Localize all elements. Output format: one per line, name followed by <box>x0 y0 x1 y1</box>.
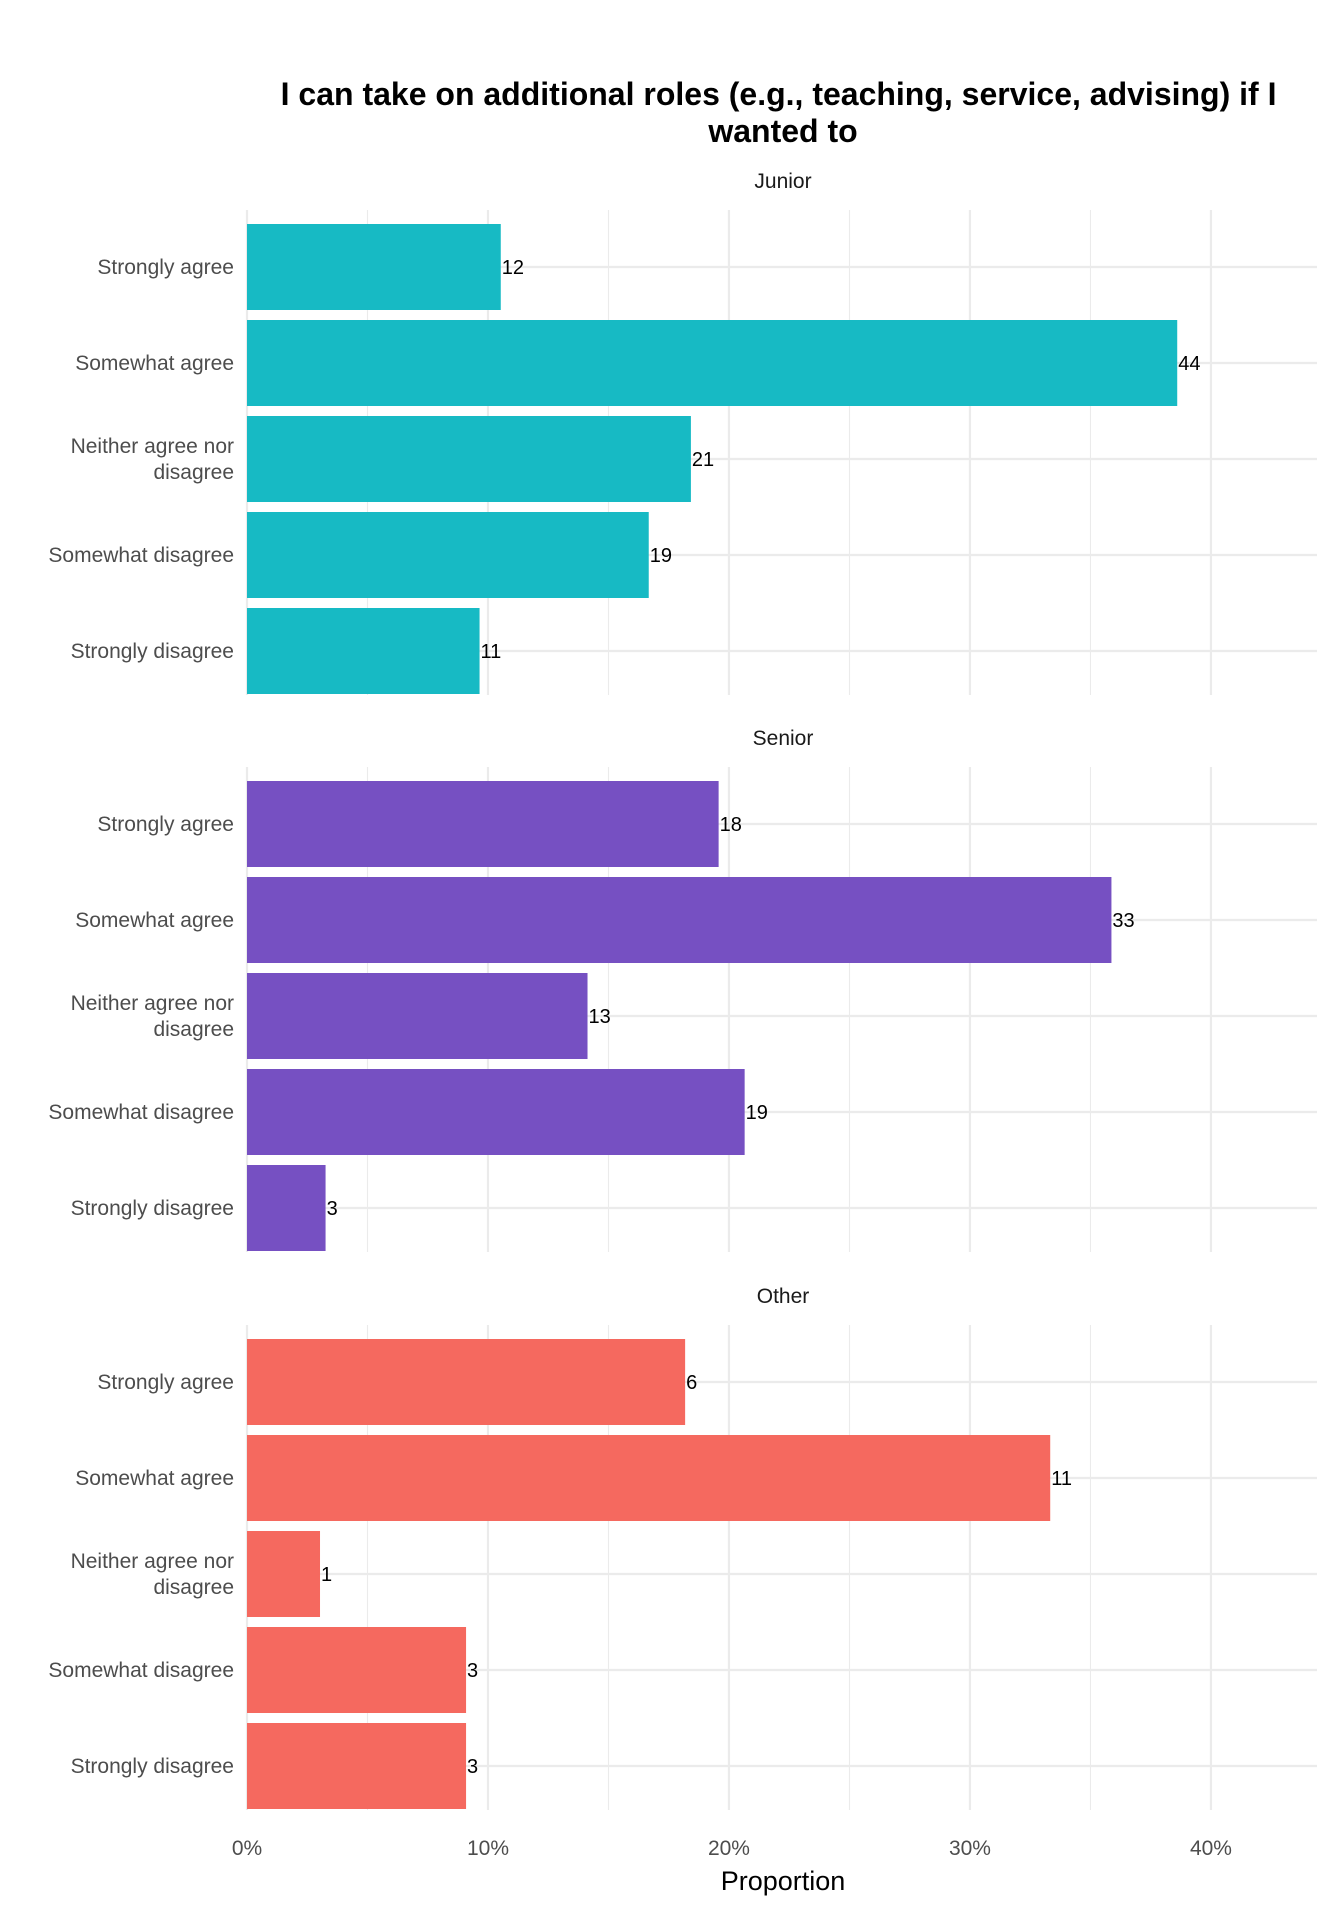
x-tick-label: 10% <box>467 1837 509 1860</box>
data-label: 44 <box>1178 353 1200 375</box>
data-label: 21 <box>692 449 714 471</box>
category-label: Strongly agree <box>97 813 234 836</box>
data-label: 12 <box>502 257 524 279</box>
chart-title-line-1: I can take on additional roles (e.g., te… <box>281 76 1277 112</box>
facet-label: Junior <box>754 170 811 193</box>
data-label: 19 <box>746 1102 768 1124</box>
bar <box>247 1627 467 1713</box>
x-tick-label: 20% <box>708 1837 750 1860</box>
category-label: Somewhat agree <box>75 352 234 375</box>
data-label: 6 <box>686 1372 697 1394</box>
data-label: 19 <box>650 545 672 567</box>
bar <box>247 1531 321 1617</box>
category-label: Strongly disagree <box>71 1755 234 1778</box>
bar <box>247 781 719 867</box>
data-label: 13 <box>589 1006 611 1028</box>
bar <box>247 608 480 694</box>
category-label: Neither agree nor disagree <box>71 435 234 484</box>
bar <box>247 973 588 1059</box>
bar <box>247 416 691 502</box>
bar <box>247 512 649 598</box>
category-label: Strongly agree <box>97 256 234 279</box>
x-tick-label: 30% <box>949 1837 991 1860</box>
bar <box>247 320 1178 406</box>
category-label: Somewhat disagree <box>48 544 234 567</box>
bar <box>247 1339 686 1425</box>
facet-label: Other <box>757 1285 810 1308</box>
bar <box>247 1165 326 1251</box>
facet-panel-junior: Junior 12 Strongly agree 44 Somewhat agree 21… <box>48 170 1317 695</box>
chart-title: I can take on additional roles (e.g., te… <box>281 76 1286 149</box>
bar <box>247 1435 1051 1521</box>
facet-panel-senior: Senior 18 Strongly agree 33 Somewhat agree 13… <box>48 727 1317 1252</box>
category-label: Somewhat disagree <box>48 1659 234 1682</box>
category-label: Strongly disagree <box>71 640 234 663</box>
x-axis: 0% 10% 20% 30% 40% <box>232 1837 1232 1860</box>
category-label: Neither agree nor disagree <box>71 992 234 1041</box>
bar <box>247 224 501 310</box>
data-label: 3 <box>467 1756 478 1778</box>
x-axis-label: Proportion <box>721 1866 846 1896</box>
chart-title-line-2: wanted to <box>707 113 857 149</box>
bar <box>247 1069 745 1155</box>
bar <box>247 1723 467 1809</box>
data-label: 11 <box>481 641 502 663</box>
category-label: Strongly agree <box>97 1371 234 1394</box>
category-label: Strongly disagree <box>71 1197 234 1220</box>
data-label: 3 <box>467 1660 478 1682</box>
data-label: 3 <box>327 1198 338 1220</box>
data-label: 11 <box>1051 1468 1072 1490</box>
data-label: 33 <box>1112 910 1134 932</box>
category-label: Somewhat agree <box>75 909 234 932</box>
category-label: Somewhat disagree <box>48 1101 234 1124</box>
bar <box>247 877 1112 963</box>
facet-label: Senior <box>753 727 814 750</box>
category-label: Somewhat agree <box>75 1467 234 1490</box>
facet-panels: Junior 12 Strongly agree 44 Somewhat agree 21… <box>48 170 1317 1810</box>
x-tick-label: 0% <box>232 1837 262 1860</box>
x-tick-label: 40% <box>1190 1837 1232 1860</box>
facet-panel-other: Other 6 Strongly agree 11 Somewhat agree 1 Nei… <box>48 1285 1317 1810</box>
data-label: 1 <box>321 1564 332 1586</box>
category-label: Neither agree nor disagree <box>71 1550 234 1599</box>
data-label: 18 <box>720 814 742 836</box>
